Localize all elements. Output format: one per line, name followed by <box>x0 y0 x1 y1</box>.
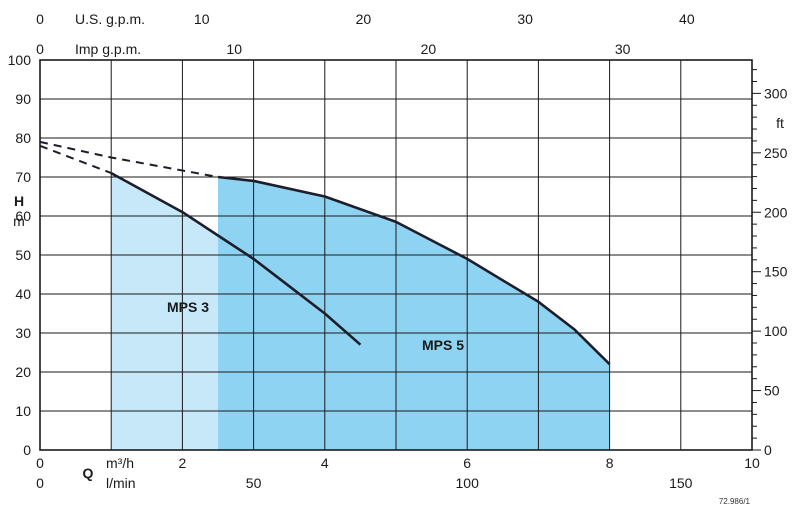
imp-gpm-axis-label: Imp g.p.m. <box>75 41 141 57</box>
lmin-tick-label: 50 <box>246 475 262 491</box>
plot-frame <box>39 59 753 451</box>
ft-tick-label: 250 <box>764 145 788 161</box>
x-tick-label: 8 <box>606 455 614 471</box>
x-axis-unit-lmin: l/min <box>106 475 136 491</box>
curve-1-dashed <box>39 140 219 178</box>
ft-tick-label: 200 <box>764 204 788 220</box>
imp-gpm-tick-label: 10 <box>226 41 242 57</box>
x-axis-label: Q <box>83 465 94 481</box>
ft-tick-label: 50 <box>764 383 780 399</box>
y-tick-label: 90 <box>15 91 31 107</box>
us-gpm-tick-label: 40 <box>679 11 695 27</box>
mps5-label: MPS 5 <box>422 337 464 353</box>
y-tick-label: 50 <box>15 247 31 263</box>
y-tick-label: 0 <box>23 442 31 458</box>
us-gpm-axis-label: U.S. g.p.m. <box>75 11 145 27</box>
us-gpm-tick-label: 20 <box>356 11 372 27</box>
y-tick-label: 60 <box>15 208 31 224</box>
area-1 <box>218 177 610 450</box>
x-tick-label: 0 <box>36 455 44 471</box>
ft-axis-unit: ft <box>776 115 784 131</box>
us-gpm-tick-label: 0 <box>36 11 44 27</box>
lmin-tick-label: 0 <box>36 475 44 491</box>
imp-gpm-tick-label: 0 <box>36 41 44 57</box>
y-tick-label: 100 <box>8 52 32 68</box>
us-gpm-tick-label: 10 <box>194 11 210 27</box>
y-tick-label: 30 <box>15 325 31 341</box>
curve-1 <box>217 175 611 366</box>
tick-labels: 0102030405060708090100050100150200250300… <box>8 11 788 491</box>
grid-lines <box>40 60 752 450</box>
y-tick-label: 10 <box>15 403 31 419</box>
lmin-tick-label: 100 <box>456 475 480 491</box>
y-tick-label: 70 <box>15 169 31 185</box>
y-tick-label: 80 <box>15 130 31 146</box>
ft-tick-label: 0 <box>764 442 772 458</box>
y-tick-label: 20 <box>15 364 31 380</box>
y-tick-label: 40 <box>15 286 31 302</box>
x-tick-label: 6 <box>463 455 471 471</box>
curves <box>39 140 611 366</box>
y-axis-label: H <box>14 193 24 209</box>
chart-code: 72.986/1 <box>719 497 751 506</box>
ft-tick-label: 100 <box>764 323 788 339</box>
x-tick-label: 10 <box>744 455 760 471</box>
operating-areas <box>111 173 610 450</box>
x-tick-label: 2 <box>179 455 187 471</box>
ft-tick-label: 150 <box>764 264 788 280</box>
imp-gpm-tick-label: 30 <box>615 41 631 57</box>
curve-0 <box>110 171 362 346</box>
x-axis-unit-m3h: m³/h <box>106 455 134 471</box>
imp-gpm-tick-label: 20 <box>421 41 437 57</box>
x-tick-label: 4 <box>321 455 329 471</box>
ft-tick-label: 300 <box>764 85 788 101</box>
mps3-label: MPS 3 <box>167 299 209 315</box>
us-gpm-tick-label: 30 <box>517 11 533 27</box>
curve-0-dashed <box>39 144 112 175</box>
axis-labels: U.S. g.p.m. Imp g.p.m. H m ft Q m³/h l/m… <box>13 11 784 506</box>
y-axis-unit: m <box>13 213 25 229</box>
lmin-tick-label: 150 <box>669 475 693 491</box>
